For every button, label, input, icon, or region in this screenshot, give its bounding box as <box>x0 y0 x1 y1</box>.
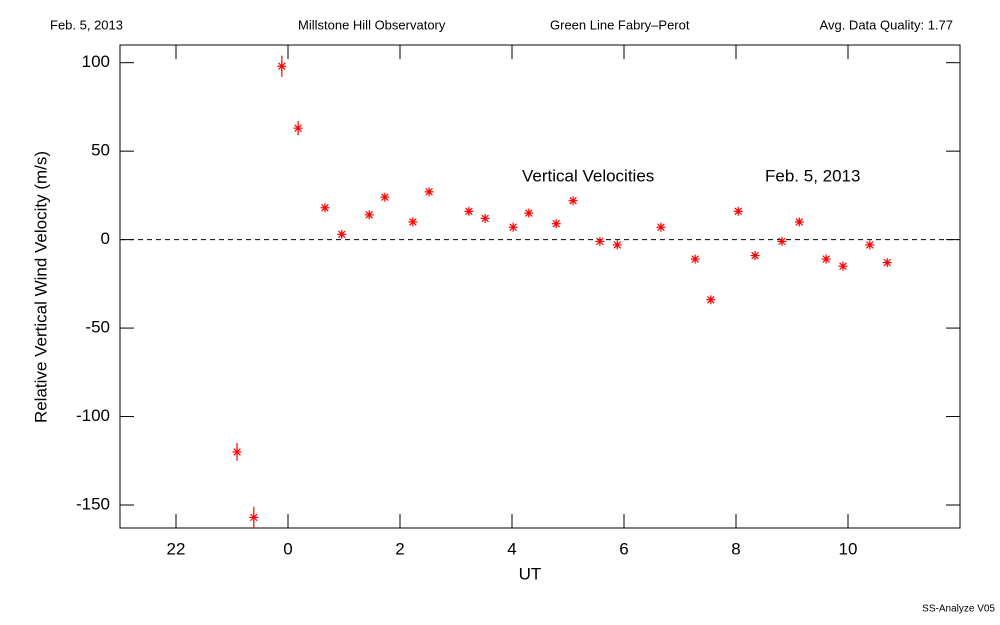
marker <box>551 219 561 229</box>
marker <box>777 236 787 246</box>
marker <box>612 240 622 250</box>
x-tick-label: 22 <box>167 539 186 558</box>
marker-stroke <box>233 448 241 456</box>
y-tick-label: 100 <box>82 52 110 71</box>
x-tick-label: 0 <box>283 539 292 558</box>
y-tick-label: 0 <box>101 229 110 248</box>
y-axis-label: Relative Vertical Wind Velocity (m/s) <box>31 151 50 423</box>
marker <box>794 217 804 227</box>
marker <box>508 222 518 232</box>
marker <box>750 251 760 261</box>
marker-stroke <box>552 219 561 228</box>
marker <box>656 222 666 232</box>
header-text: Green Line Fabry–Perot <box>550 17 690 32</box>
marker-stroke <box>613 241 622 249</box>
header-text: Avg. Data Quality: 1.77 <box>820 17 953 32</box>
x-tick-label: 8 <box>731 539 740 558</box>
marker <box>690 254 700 264</box>
y-tick-label: -150 <box>76 494 110 513</box>
marker-stroke <box>425 188 433 196</box>
marker-stroke <box>525 209 533 217</box>
marker-stroke <box>795 218 804 226</box>
marker-stroke <box>691 255 699 263</box>
x-axis-label: UT <box>519 564 542 583</box>
header-text: Millstone Hill Observatory <box>298 17 446 32</box>
marker-stroke <box>294 124 302 132</box>
marker <box>424 187 434 197</box>
x-tick-label: 6 <box>619 539 628 558</box>
marker-stroke <box>734 207 743 216</box>
marker-stroke <box>866 241 874 249</box>
marker <box>838 261 848 271</box>
marker-stroke <box>596 237 604 246</box>
marker <box>706 295 716 305</box>
marker <box>364 210 374 220</box>
marker-stroke <box>321 203 329 212</box>
marker-stroke <box>465 207 473 216</box>
header-text: Feb. 5, 2013 <box>50 17 123 32</box>
marker-stroke <box>822 255 830 263</box>
marker-stroke <box>883 258 891 267</box>
plot-frame <box>119 44 961 529</box>
marker-stroke <box>365 211 373 219</box>
marker <box>480 213 490 223</box>
marker <box>595 236 605 246</box>
marker-stroke <box>409 218 417 226</box>
marker-stroke <box>250 513 258 522</box>
marker <box>865 240 875 250</box>
marker-stroke <box>278 62 286 71</box>
marker <box>524 208 534 218</box>
marker-stroke <box>707 295 715 304</box>
annotation: Vertical Velocities <box>522 166 654 185</box>
marker <box>464 206 474 216</box>
marker <box>293 123 303 133</box>
marker-stroke <box>657 223 665 232</box>
y-tick-label: -100 <box>76 406 110 425</box>
footer: SS-Analyze V05 <box>922 604 995 615</box>
marker <box>232 447 242 457</box>
marker-stroke <box>481 214 489 223</box>
marker <box>277 61 287 71</box>
annotation: Feb. 5, 2013 <box>765 166 860 185</box>
x-tick-label: 2 <box>395 539 404 558</box>
marker-stroke <box>751 251 759 260</box>
marker-stroke <box>569 196 577 205</box>
marker-stroke <box>778 237 786 246</box>
y-tick-label: 50 <box>91 141 110 160</box>
marker <box>733 206 743 216</box>
marker <box>337 229 347 239</box>
marker <box>882 258 892 268</box>
marker <box>320 203 330 213</box>
marker-stroke <box>337 230 346 239</box>
marker-stroke <box>839 262 847 270</box>
marker-stroke <box>381 193 389 201</box>
marker <box>821 254 831 264</box>
marker <box>568 196 578 206</box>
marker-stroke <box>509 223 517 232</box>
marker <box>380 192 390 202</box>
marker <box>249 512 259 522</box>
marker <box>408 217 418 227</box>
x-tick-label: 4 <box>507 539 516 558</box>
y-tick-label: -50 <box>85 318 110 337</box>
x-tick-label: 10 <box>839 539 858 558</box>
